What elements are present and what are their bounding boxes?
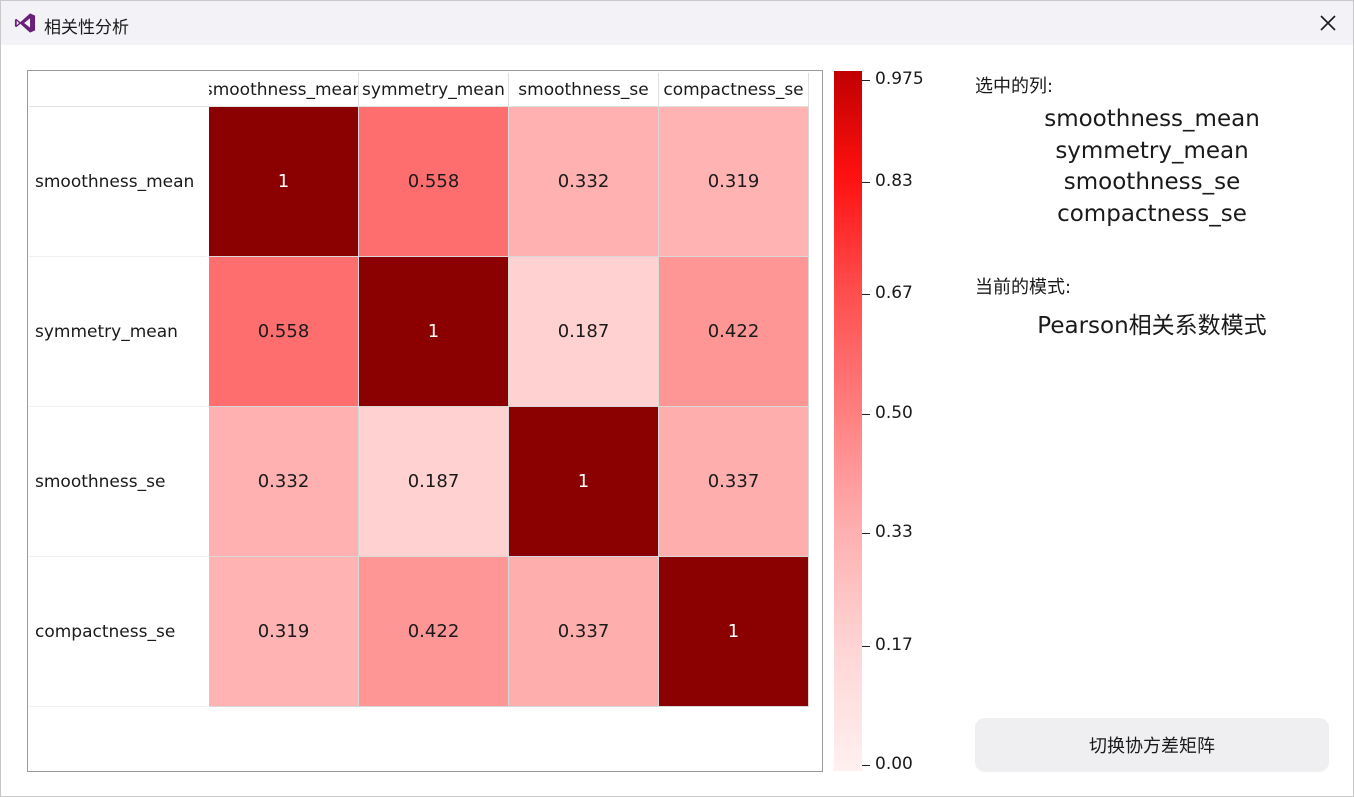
title-bar: 相关性分析 (1, 1, 1353, 45)
heatmap-cell[interactable]: 1 (359, 257, 509, 407)
colorbar-tick-label: 0.17 (875, 635, 913, 655)
colorbar-tick (862, 80, 870, 81)
visual-studio-logo-icon (14, 12, 36, 34)
colorbar-tick (862, 182, 870, 183)
row-header[interactable]: smoothness_se (29, 407, 207, 557)
selected-column-item: smoothness_mean (1044, 106, 1260, 132)
close-button[interactable] (1303, 1, 1353, 45)
colorbar-tick-label: 0.33 (875, 522, 913, 542)
heatmap-cell[interactable]: 0.319 (209, 557, 359, 707)
colorbar-tick (862, 294, 870, 295)
colorbar-gradient (834, 71, 862, 771)
row-header[interactable]: compactness_se (29, 557, 207, 707)
heatmap-cell[interactable]: 0.422 (359, 557, 509, 707)
heatmap-cell[interactable]: 0.337 (509, 557, 659, 707)
heatmap-cell[interactable]: 0.319 (659, 107, 809, 257)
column-header[interactable]: smoothness_mean (209, 73, 359, 107)
selected-column-item: compactness_se (1057, 200, 1247, 227)
column-header[interactable]: symmetry_mean (359, 73, 509, 107)
heatmap-cell[interactable]: 0.332 (509, 107, 659, 257)
colorbar-tick (862, 646, 870, 647)
heatmap-cell[interactable]: 1 (509, 407, 659, 557)
colorbar-tick (862, 414, 870, 415)
colorbar-tick-label: 0.67 (875, 283, 913, 303)
heatmap-cell[interactable]: 0.558 (359, 107, 509, 257)
window-title: 相关性分析 (44, 18, 129, 38)
column-header[interactable]: smoothness_se (509, 73, 659, 107)
selected-column-item: smoothness_se (1063, 169, 1241, 195)
current-mode-label: 当前的模式: (975, 277, 1072, 298)
heatmap-cell[interactable]: 0.422 (659, 257, 809, 407)
grid-corner (29, 73, 209, 107)
row-header[interactable]: smoothness_mean (29, 107, 207, 257)
heatmap-cell[interactable]: 0.187 (359, 407, 509, 557)
colorbar-tick-label: 0.00 (875, 754, 913, 774)
colorbar-tick-label: 0.50 (875, 403, 913, 423)
column-header[interactable]: compactness_se (659, 73, 809, 107)
heatmap-cell[interactable]: 1 (659, 557, 809, 707)
selected-columns-label: 选中的列: (975, 76, 1054, 97)
heatmap-cell[interactable]: 0.558 (209, 257, 359, 407)
heatmap-cell[interactable]: 0.187 (509, 257, 659, 407)
close-icon (1320, 15, 1336, 31)
switch-covariance-button[interactable]: 切换协方差矩阵 (975, 718, 1329, 772)
colorbar-tick-label: 0.83 (875, 171, 913, 191)
colorbar-tick-label: 0.975 (875, 69, 924, 89)
selected-column-item: symmetry_mean (1055, 137, 1249, 164)
colorbar-tick (862, 765, 870, 766)
heatmap-cell[interactable]: 0.332 (209, 407, 359, 557)
selected-columns-list: smoothness_mean symmetry_mean smoothness… (975, 104, 1329, 230)
heatmap-cell[interactable]: 1 (209, 107, 359, 257)
colorbar-tick (862, 533, 870, 534)
current-mode-value: Pearson相关系数模式 (1037, 313, 1267, 339)
heatmap-cell[interactable]: 0.337 (659, 407, 809, 557)
row-header[interactable]: symmetry_mean (29, 257, 207, 407)
